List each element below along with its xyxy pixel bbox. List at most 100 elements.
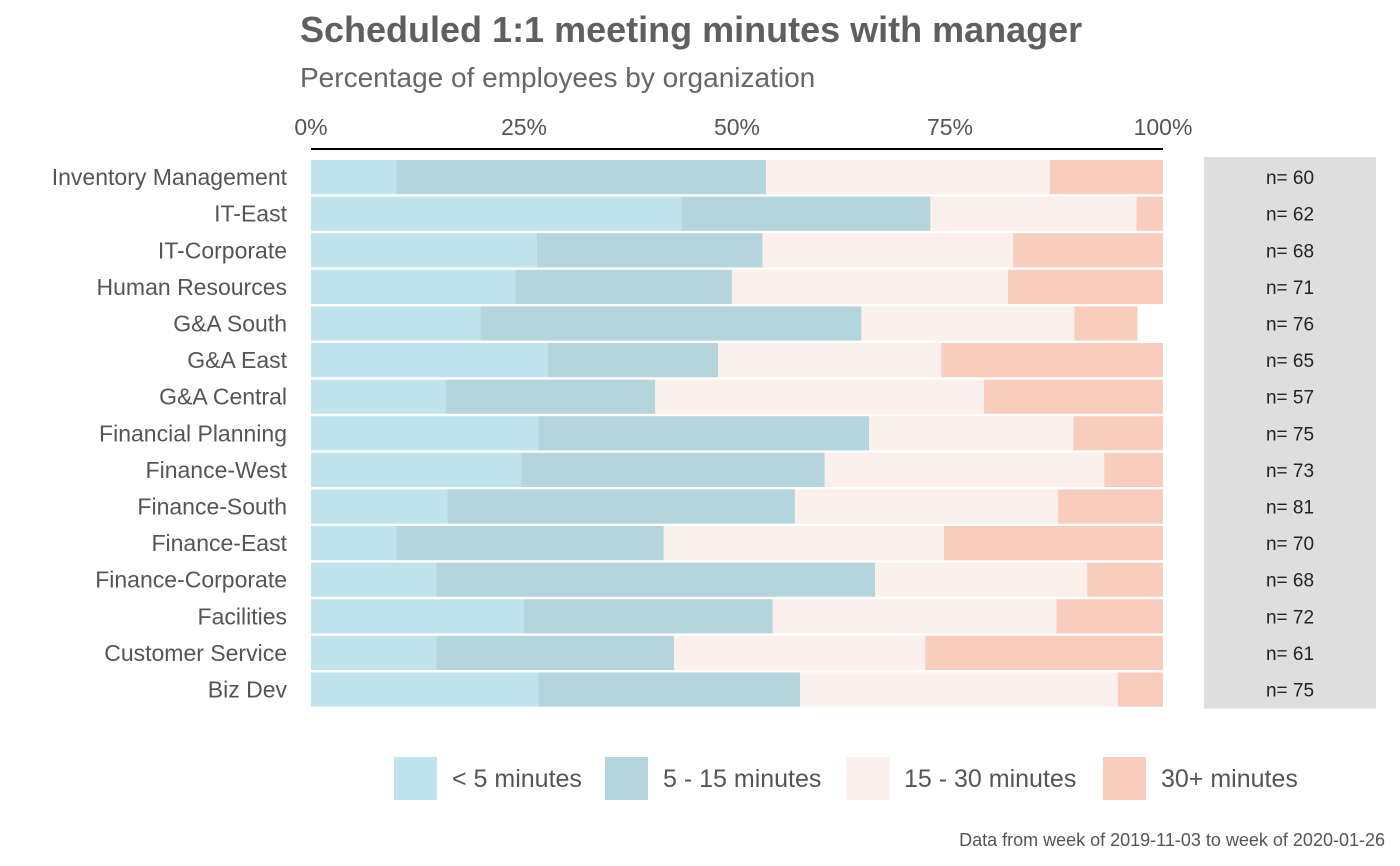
category-label: G&A East [187, 347, 287, 373]
bar-segment [536, 233, 763, 268]
n-count-label: n= 60 [1266, 168, 1314, 189]
bar-segment [762, 233, 1014, 268]
x-axis: 0% 25% 50% 75% 100% [294, 114, 1193, 150]
category-label: Finance-East [151, 530, 287, 556]
legend-swatch [394, 757, 437, 800]
bar-segment [538, 416, 870, 451]
category-label: Customer Service [104, 640, 287, 666]
bar-segment [731, 269, 1008, 304]
legend: < 5 minutes 5 - 15 minutes 15 - 30 minutes… [394, 757, 1298, 800]
bar-segment [311, 599, 524, 634]
bar-segment [311, 635, 437, 670]
category-label: Finance-South [137, 494, 287, 520]
legend-label: 15 - 30 minutes [904, 765, 1076, 793]
x-tick-label: 50% [714, 114, 760, 140]
bar-segment [944, 526, 1163, 561]
bar-segment [1073, 416, 1163, 451]
category-label: Human Resources [97, 274, 287, 300]
bar-segment [673, 635, 926, 670]
bar-segment [311, 672, 539, 707]
x-tick-label: 0% [294, 114, 327, 140]
bar-segment [663, 526, 945, 561]
bar-segment [445, 379, 656, 414]
bar-segment [436, 635, 674, 670]
bar-segment [984, 379, 1163, 414]
bar-segment [800, 672, 1118, 707]
bar-segment [1056, 599, 1163, 634]
bar-segment [861, 306, 1075, 341]
bar-segment [941, 343, 1163, 378]
bar-segment [824, 452, 1105, 487]
n-count-label: n= 68 [1266, 571, 1314, 592]
bar-segment [436, 562, 876, 597]
category-label: G&A Central [159, 384, 287, 410]
category-label: IT-East [214, 201, 287, 227]
legend-label: 30+ minutes [1161, 765, 1298, 793]
n-count-label: n= 62 [1266, 205, 1314, 226]
bar-segment [538, 672, 801, 707]
n-count-label: n= 61 [1266, 644, 1314, 665]
n-count-label: n= 73 [1266, 461, 1314, 482]
bar-segment [925, 635, 1163, 670]
chart-title: Scheduled 1:1 meeting minutes with manag… [300, 9, 1082, 50]
bar-segment [311, 160, 397, 195]
bar-segment [1074, 306, 1138, 341]
category-label: G&A South [173, 311, 287, 337]
n-count-label: n= 65 [1266, 351, 1314, 372]
n-count-label: n= 76 [1266, 315, 1314, 336]
n-count-panel: n= 60 n= 62 n= 68 n= 71 n= 76 n= 65 n= 57 n= 75… [1204, 157, 1376, 709]
bars [311, 160, 1163, 707]
n-count-label: n= 81 [1266, 498, 1314, 519]
category-label: IT-Corporate [158, 237, 287, 263]
bar-segment [655, 379, 985, 414]
bar-segment [311, 526, 397, 561]
bar-segment [930, 196, 1137, 231]
bar-segment [1117, 672, 1163, 707]
category-label: Financial Planning [99, 420, 287, 446]
bar-segment [772, 599, 1057, 634]
x-tick-label: 75% [927, 114, 973, 140]
bar-segment [1013, 233, 1163, 268]
bar-segment [869, 416, 1074, 451]
n-count-label: n= 70 [1266, 534, 1314, 555]
n-panel-background [1204, 157, 1376, 709]
x-tick-label: 25% [501, 114, 547, 140]
x-tick-label: 100% [1134, 114, 1193, 140]
legend-swatch [1103, 757, 1146, 800]
bar-segment [875, 562, 1088, 597]
bar-segment [794, 489, 1059, 524]
n-count-label: n= 75 [1266, 424, 1314, 445]
chart-caption: Data from week of 2019-11-03 to week of … [959, 830, 1385, 850]
n-count-label: n= 57 [1266, 388, 1314, 409]
bar-segment [311, 269, 516, 304]
category-label: Finance-Corporate [95, 567, 287, 593]
bar-segment [515, 269, 732, 304]
bar-segment [1087, 562, 1163, 597]
bar-segment [718, 343, 942, 378]
legend-swatch [846, 757, 889, 800]
bar-segment [311, 562, 437, 597]
bar-segment [547, 343, 719, 378]
bar-segment [1058, 489, 1163, 524]
bar-segment [1007, 269, 1163, 304]
bar-segment [447, 489, 795, 524]
category-label: Biz Dev [208, 677, 288, 703]
bar-segment [311, 233, 537, 268]
bar-segment [1104, 452, 1163, 487]
n-count-label: n= 72 [1266, 607, 1314, 628]
legend-label: 5 - 15 minutes [663, 765, 821, 793]
bar-segment [311, 416, 539, 451]
bar-segment [480, 306, 862, 341]
bar-segment [311, 379, 446, 414]
bar-segment [396, 160, 766, 195]
bar-segment [524, 599, 773, 634]
legend-label: < 5 minutes [452, 765, 582, 793]
y-axis-labels: Inventory Management IT-East IT-Corporate H… [52, 164, 288, 702]
bar-segment [1136, 196, 1163, 231]
n-count-label: n= 68 [1266, 241, 1314, 262]
bar-segment [311, 343, 548, 378]
bar-segment [681, 196, 931, 231]
bar-segment [1049, 160, 1163, 195]
n-count-label: n= 71 [1266, 278, 1314, 299]
